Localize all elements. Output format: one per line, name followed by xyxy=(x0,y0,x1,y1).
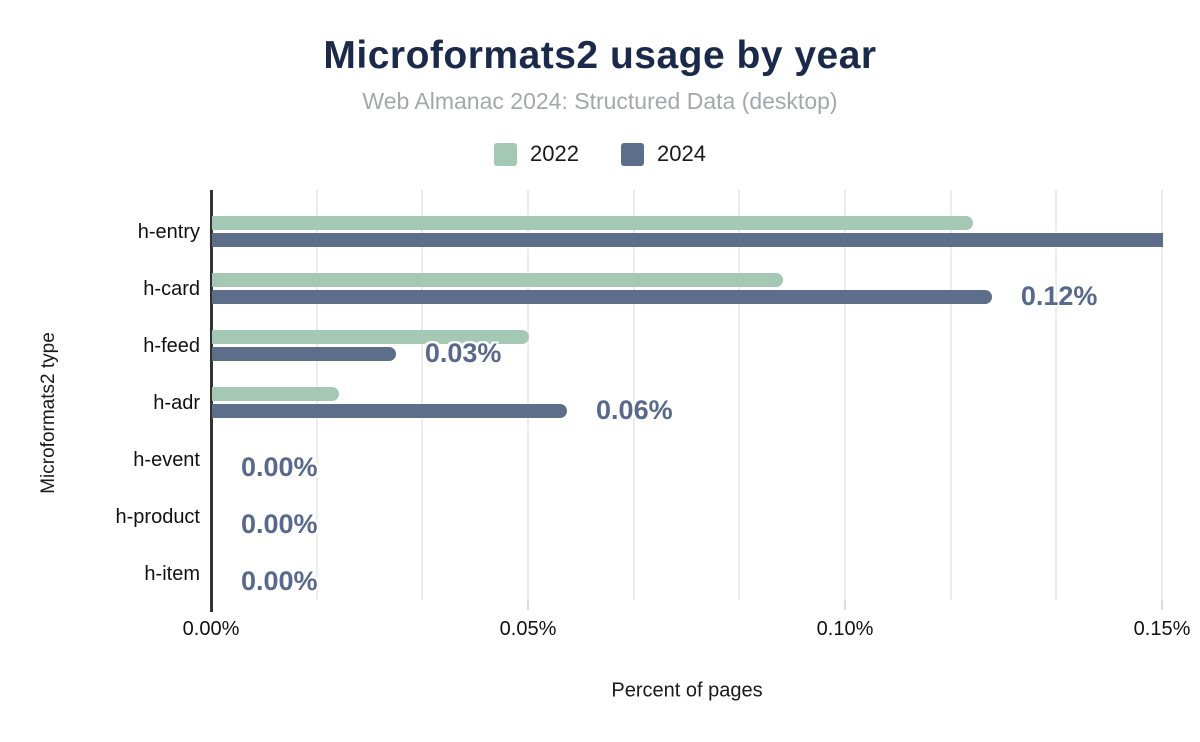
bar-h-entry-2022 xyxy=(212,216,973,230)
bar-h-feed-2022 xyxy=(212,330,529,344)
bar-h-adr-2022 xyxy=(212,387,339,401)
gridline xyxy=(527,190,529,600)
legend-item-2024: 2024 xyxy=(621,141,706,167)
gridline xyxy=(421,190,424,600)
x-tick-mark xyxy=(844,600,846,610)
category-label-h-product: h-product xyxy=(115,505,201,528)
gridline xyxy=(949,190,952,600)
x-tick-mark xyxy=(1161,600,1163,610)
data-label-h-card: 0.12% xyxy=(1020,281,1098,311)
data-label-h-product: 0.00% xyxy=(241,509,318,539)
legend-swatch-2022-icon xyxy=(494,142,518,166)
x-tick-label: 0.00% xyxy=(182,618,240,640)
gridline xyxy=(1055,190,1058,600)
data-label-h-feed: 0.03% xyxy=(424,338,502,368)
x-tick-label: 0.05% xyxy=(499,618,557,640)
legend-label-2022: 2022 xyxy=(530,141,579,166)
bar-h-adr-2024 xyxy=(212,404,568,418)
gridline xyxy=(632,190,635,600)
x-tick-mark xyxy=(527,600,529,610)
chart-subtitle: Web Almanac 2024: Structured Data (deskt… xyxy=(362,88,838,114)
x-tick-label: 0.15% xyxy=(1133,618,1191,640)
gridline xyxy=(1161,190,1163,600)
bar-h-entry-2024 xyxy=(212,233,1163,247)
legend-label-2024: 2024 xyxy=(657,141,706,166)
category-label-h-entry: h-entry xyxy=(137,220,200,243)
gridline xyxy=(844,190,846,600)
category-label-h-feed: h-feed xyxy=(143,334,200,357)
legend: 2022 2024 xyxy=(0,141,1200,167)
x-axis-title: Percent of pages xyxy=(611,679,763,702)
legend-item-2022: 2022 xyxy=(494,141,579,167)
bar-h-card-2024 xyxy=(212,290,992,304)
chart-title: Microformats2 usage by year xyxy=(323,34,877,77)
data-label-h-event: 0.00% xyxy=(241,452,318,482)
category-label-h-event: h-event xyxy=(133,448,200,471)
category-label-h-card: h-card xyxy=(143,277,200,300)
y-axis-line xyxy=(210,190,213,612)
bar-h-card-2022 xyxy=(212,273,783,287)
plot-area: 0.00% 0.05% 0.10% 0.15% h-entry h-card 0.12% h-… xyxy=(116,190,1190,640)
data-label-h-item: 0.00% xyxy=(241,566,318,596)
bar-h-feed-2024 xyxy=(212,347,396,361)
category-label-h-item: h-item xyxy=(144,562,200,585)
category-label-h-adr: h-adr xyxy=(153,391,200,414)
gridline xyxy=(738,190,741,600)
x-tick-label: 0.10% xyxy=(816,618,874,640)
data-label-h-adr: 0.06% xyxy=(596,395,673,425)
legend-swatch-2024-icon xyxy=(621,142,644,166)
